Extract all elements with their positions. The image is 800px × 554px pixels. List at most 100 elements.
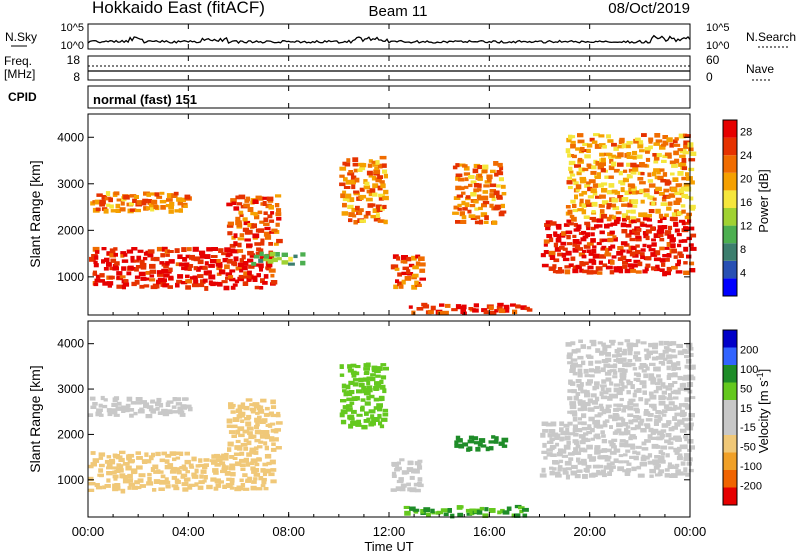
echo-cell: [254, 285, 260, 290]
echo-cell: [615, 211, 622, 215]
date-label: 08/Oct/2019: [608, 0, 690, 17]
echo-cell: [548, 266, 555, 271]
echo-cell: [413, 510, 419, 514]
echo-cell: [616, 391, 623, 396]
echo-cell: [555, 433, 561, 438]
echo-cell: [115, 203, 121, 208]
echo-cell: [576, 384, 583, 388]
echo-cell: [133, 259, 140, 263]
echo-cell: [131, 485, 138, 490]
echo-cell: [203, 458, 210, 462]
echo-cell: [690, 246, 697, 251]
echo-cell: [136, 255, 142, 261]
echo-cell: [373, 217, 381, 222]
colorbar-swatch: [723, 278, 737, 296]
echo-cell: [688, 147, 694, 152]
echo-cell: [546, 452, 553, 457]
echo-cell: [132, 198, 137, 203]
echo-cell: [246, 452, 252, 457]
echo-cell: [274, 242, 279, 246]
echo-cell: [134, 480, 140, 485]
echo-cell: [644, 146, 651, 152]
echo-cell: [577, 133, 584, 138]
echo-cell: [581, 230, 587, 235]
echo-cell: [216, 259, 221, 263]
echo-cell: [164, 249, 170, 254]
echo-cell: [172, 397, 177, 402]
echo-cell: [577, 399, 583, 404]
echo-cell: [259, 286, 264, 290]
echo-cell: [673, 209, 679, 213]
echo-cell: [679, 444, 687, 450]
echo-cell: [366, 395, 371, 401]
colorbar-swatch: [723, 347, 737, 365]
echo-cell: [539, 473, 547, 478]
echo-cell: [275, 252, 280, 257]
echo-cell: [656, 355, 663, 360]
echo-cell: [496, 184, 501, 188]
echo-cell: [653, 160, 659, 164]
echo-cell: [118, 457, 125, 462]
echo-cell: [151, 452, 155, 458]
echo-cell: [664, 439, 671, 444]
echo-cell: [175, 451, 181, 456]
echo-cell: [348, 170, 353, 174]
echo-cell: [139, 284, 145, 289]
colorbar-swatch: [723, 137, 737, 156]
echo-cell: [450, 513, 455, 519]
echo-cell: [641, 364, 648, 368]
echo-cell: [243, 405, 250, 411]
echo-cell: [268, 242, 274, 246]
echo-cell: [572, 239, 580, 244]
echo-cell: [630, 245, 637, 251]
echo-cell: [579, 382, 584, 387]
echo-cell: [467, 209, 472, 214]
echo-cell: [628, 187, 633, 192]
echo-cell: [153, 256, 160, 262]
echo-cell: [377, 413, 382, 419]
echo-cell: [599, 391, 604, 397]
echo-cell: [622, 469, 629, 473]
echo-cell: [677, 243, 682, 248]
echo-cell: [574, 194, 578, 200]
echo-cell: [496, 194, 503, 199]
echo-cell: [597, 471, 604, 476]
echo-cell: [209, 259, 217, 264]
echo-cell: [675, 463, 680, 467]
echo-cell: [492, 220, 497, 225]
echo-cell: [650, 394, 657, 400]
echo-cell: [347, 368, 354, 373]
echo-cell: [576, 241, 582, 245]
echo-cell: [461, 215, 467, 220]
echo-cell: [143, 284, 150, 288]
echo-cell: [621, 203, 628, 207]
echo-cell: [661, 459, 666, 464]
echo-cell: [671, 366, 676, 371]
echo-cell: [181, 247, 187, 252]
echo-cell: [264, 235, 272, 240]
echo-cell: [239, 258, 244, 263]
echo-cell: [214, 462, 221, 467]
echo-cell: [689, 268, 696, 273]
echo-cell: [567, 352, 573, 356]
echo-cell: [598, 403, 604, 408]
echo-cell: [672, 372, 678, 378]
echo-cell: [623, 169, 628, 173]
echo-cell: [645, 157, 651, 162]
echo-cell: [683, 435, 689, 439]
echo-cell: [568, 432, 576, 436]
echo-cell: [254, 424, 259, 430]
echo-cell: [656, 374, 661, 378]
echo-cell: [359, 219, 366, 223]
echo-cell: [680, 461, 686, 466]
echo-cell: [454, 444, 459, 448]
echo-cell: [653, 142, 660, 146]
echo-cell: [660, 396, 667, 400]
echo-cell: [127, 473, 133, 479]
echo-cell: [380, 363, 387, 367]
colorbar-swatch: [723, 243, 737, 261]
echo-cell: [519, 509, 524, 514]
echo-cell: [627, 263, 633, 268]
echo-cell: [380, 375, 387, 380]
y-tick-label: 2000: [57, 427, 84, 441]
